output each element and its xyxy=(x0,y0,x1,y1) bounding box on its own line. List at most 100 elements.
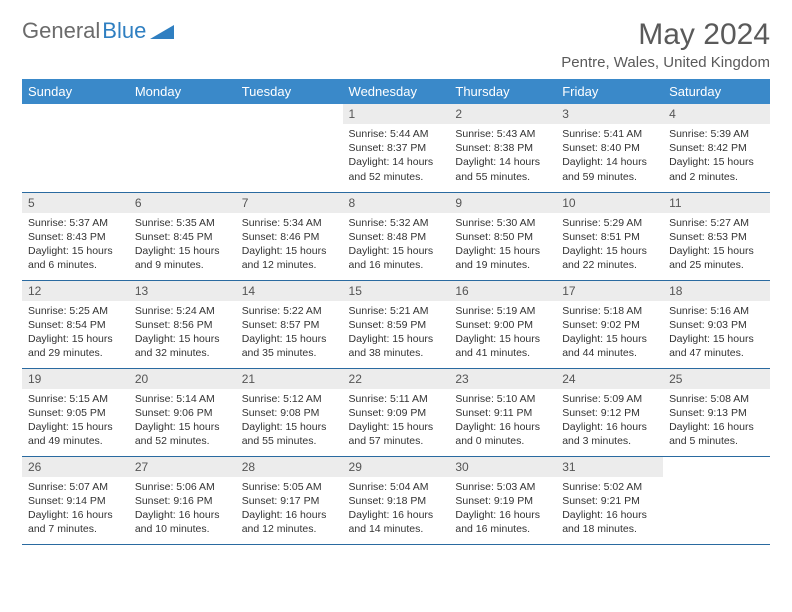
day-number: 13 xyxy=(129,281,236,301)
day-number: 24 xyxy=(556,369,663,389)
day-details: Sunrise: 5:18 AMSunset: 9:02 PMDaylight:… xyxy=(556,301,663,365)
day-details: Sunrise: 5:21 AMSunset: 8:59 PMDaylight:… xyxy=(343,301,450,365)
day-header: Sunday xyxy=(22,79,129,104)
title-block: May 2024 Pentre, Wales, United Kingdom xyxy=(561,18,770,71)
day-details: Sunrise: 5:22 AMSunset: 8:57 PMDaylight:… xyxy=(236,301,343,365)
day-number: 29 xyxy=(343,457,450,477)
calendar-cell: 17Sunrise: 5:18 AMSunset: 9:02 PMDayligh… xyxy=(556,280,663,368)
calendar-table: SundayMondayTuesdayWednesdayThursdayFrid… xyxy=(22,79,770,545)
day-number: 7 xyxy=(236,193,343,213)
calendar-cell: 20Sunrise: 5:14 AMSunset: 9:06 PMDayligh… xyxy=(129,368,236,456)
day-details: Sunrise: 5:39 AMSunset: 8:42 PMDaylight:… xyxy=(663,124,770,188)
day-number: 30 xyxy=(449,457,556,477)
day-number: 10 xyxy=(556,193,663,213)
calendar-week-row: 19Sunrise: 5:15 AMSunset: 9:05 PMDayligh… xyxy=(22,368,770,456)
calendar-cell xyxy=(129,104,236,192)
calendar-cell: 26Sunrise: 5:07 AMSunset: 9:14 PMDayligh… xyxy=(22,456,129,544)
calendar-cell: 7Sunrise: 5:34 AMSunset: 8:46 PMDaylight… xyxy=(236,192,343,280)
day-details: Sunrise: 5:43 AMSunset: 8:38 PMDaylight:… xyxy=(449,124,556,188)
day-header: Tuesday xyxy=(236,79,343,104)
calendar-cell: 15Sunrise: 5:21 AMSunset: 8:59 PMDayligh… xyxy=(343,280,450,368)
day-header: Wednesday xyxy=(343,79,450,104)
calendar-cell xyxy=(663,456,770,544)
day-details: Sunrise: 5:11 AMSunset: 9:09 PMDaylight:… xyxy=(343,389,450,453)
calendar-cell: 27Sunrise: 5:06 AMSunset: 9:16 PMDayligh… xyxy=(129,456,236,544)
day-details: Sunrise: 5:30 AMSunset: 8:50 PMDaylight:… xyxy=(449,213,556,277)
calendar-cell: 13Sunrise: 5:24 AMSunset: 8:56 PMDayligh… xyxy=(129,280,236,368)
day-number: 27 xyxy=(129,457,236,477)
calendar-body: 1Sunrise: 5:44 AMSunset: 8:37 PMDaylight… xyxy=(22,104,770,544)
calendar-week-row: 12Sunrise: 5:25 AMSunset: 8:54 PMDayligh… xyxy=(22,280,770,368)
day-details: Sunrise: 5:02 AMSunset: 9:21 PMDaylight:… xyxy=(556,477,663,541)
day-header: Monday xyxy=(129,79,236,104)
day-number: 18 xyxy=(663,281,770,301)
day-details: Sunrise: 5:44 AMSunset: 8:37 PMDaylight:… xyxy=(343,124,450,188)
day-number: 6 xyxy=(129,193,236,213)
brand-logo: GeneralBlue xyxy=(22,18,174,44)
day-number: 8 xyxy=(343,193,450,213)
day-details: Sunrise: 5:27 AMSunset: 8:53 PMDaylight:… xyxy=(663,213,770,277)
day-number: 2 xyxy=(449,104,556,124)
calendar-cell: 3Sunrise: 5:41 AMSunset: 8:40 PMDaylight… xyxy=(556,104,663,192)
calendar-cell: 9Sunrise: 5:30 AMSunset: 8:50 PMDaylight… xyxy=(449,192,556,280)
location-text: Pentre, Wales, United Kingdom xyxy=(561,54,770,71)
day-details: Sunrise: 5:25 AMSunset: 8:54 PMDaylight:… xyxy=(22,301,129,365)
calendar-cell: 22Sunrise: 5:11 AMSunset: 9:09 PMDayligh… xyxy=(343,368,450,456)
day-number: 19 xyxy=(22,369,129,389)
logo-triangle-icon xyxy=(150,23,174,39)
day-number: 23 xyxy=(449,369,556,389)
day-number: 5 xyxy=(22,193,129,213)
calendar-cell: 8Sunrise: 5:32 AMSunset: 8:48 PMDaylight… xyxy=(343,192,450,280)
day-number: 9 xyxy=(449,193,556,213)
calendar-cell: 24Sunrise: 5:09 AMSunset: 9:12 PMDayligh… xyxy=(556,368,663,456)
day-details: Sunrise: 5:12 AMSunset: 9:08 PMDaylight:… xyxy=(236,389,343,453)
day-number: 12 xyxy=(22,281,129,301)
day-number: 3 xyxy=(556,104,663,124)
day-header: Thursday xyxy=(449,79,556,104)
day-details: Sunrise: 5:34 AMSunset: 8:46 PMDaylight:… xyxy=(236,213,343,277)
day-details: Sunrise: 5:15 AMSunset: 9:05 PMDaylight:… xyxy=(22,389,129,453)
day-details: Sunrise: 5:10 AMSunset: 9:11 PMDaylight:… xyxy=(449,389,556,453)
calendar-cell: 19Sunrise: 5:15 AMSunset: 9:05 PMDayligh… xyxy=(22,368,129,456)
day-details: Sunrise: 5:03 AMSunset: 9:19 PMDaylight:… xyxy=(449,477,556,541)
day-details: Sunrise: 5:19 AMSunset: 9:00 PMDaylight:… xyxy=(449,301,556,365)
calendar-cell xyxy=(22,104,129,192)
day-details: Sunrise: 5:32 AMSunset: 8:48 PMDaylight:… xyxy=(343,213,450,277)
calendar-cell: 2Sunrise: 5:43 AMSunset: 8:38 PMDaylight… xyxy=(449,104,556,192)
calendar-cell: 12Sunrise: 5:25 AMSunset: 8:54 PMDayligh… xyxy=(22,280,129,368)
calendar-cell: 18Sunrise: 5:16 AMSunset: 9:03 PMDayligh… xyxy=(663,280,770,368)
calendar-cell: 10Sunrise: 5:29 AMSunset: 8:51 PMDayligh… xyxy=(556,192,663,280)
day-details: Sunrise: 5:09 AMSunset: 9:12 PMDaylight:… xyxy=(556,389,663,453)
brand-part2: Blue xyxy=(102,18,146,44)
page-header: GeneralBlue May 2024 Pentre, Wales, Unit… xyxy=(22,18,770,71)
month-title: May 2024 xyxy=(561,18,770,52)
day-number: 1 xyxy=(343,104,450,124)
calendar-cell: 21Sunrise: 5:12 AMSunset: 9:08 PMDayligh… xyxy=(236,368,343,456)
day-number: 28 xyxy=(236,457,343,477)
day-number: 31 xyxy=(556,457,663,477)
day-number: 21 xyxy=(236,369,343,389)
day-number: 17 xyxy=(556,281,663,301)
calendar-week-row: 26Sunrise: 5:07 AMSunset: 9:14 PMDayligh… xyxy=(22,456,770,544)
calendar-cell: 30Sunrise: 5:03 AMSunset: 9:19 PMDayligh… xyxy=(449,456,556,544)
calendar-week-row: 5Sunrise: 5:37 AMSunset: 8:43 PMDaylight… xyxy=(22,192,770,280)
day-number: 22 xyxy=(343,369,450,389)
calendar-cell: 11Sunrise: 5:27 AMSunset: 8:53 PMDayligh… xyxy=(663,192,770,280)
day-details: Sunrise: 5:29 AMSunset: 8:51 PMDaylight:… xyxy=(556,213,663,277)
calendar-cell: 14Sunrise: 5:22 AMSunset: 8:57 PMDayligh… xyxy=(236,280,343,368)
calendar-cell: 31Sunrise: 5:02 AMSunset: 9:21 PMDayligh… xyxy=(556,456,663,544)
day-details: Sunrise: 5:05 AMSunset: 9:17 PMDaylight:… xyxy=(236,477,343,541)
day-header-row: SundayMondayTuesdayWednesdayThursdayFrid… xyxy=(22,79,770,104)
day-number: 4 xyxy=(663,104,770,124)
day-number: 20 xyxy=(129,369,236,389)
calendar-cell: 29Sunrise: 5:04 AMSunset: 9:18 PMDayligh… xyxy=(343,456,450,544)
calendar-cell: 5Sunrise: 5:37 AMSunset: 8:43 PMDaylight… xyxy=(22,192,129,280)
day-details: Sunrise: 5:14 AMSunset: 9:06 PMDaylight:… xyxy=(129,389,236,453)
day-details: Sunrise: 5:24 AMSunset: 8:56 PMDaylight:… xyxy=(129,301,236,365)
day-details: Sunrise: 5:04 AMSunset: 9:18 PMDaylight:… xyxy=(343,477,450,541)
day-number: 11 xyxy=(663,193,770,213)
day-number: 25 xyxy=(663,369,770,389)
day-details: Sunrise: 5:07 AMSunset: 9:14 PMDaylight:… xyxy=(22,477,129,541)
day-details: Sunrise: 5:16 AMSunset: 9:03 PMDaylight:… xyxy=(663,301,770,365)
calendar-cell: 23Sunrise: 5:10 AMSunset: 9:11 PMDayligh… xyxy=(449,368,556,456)
